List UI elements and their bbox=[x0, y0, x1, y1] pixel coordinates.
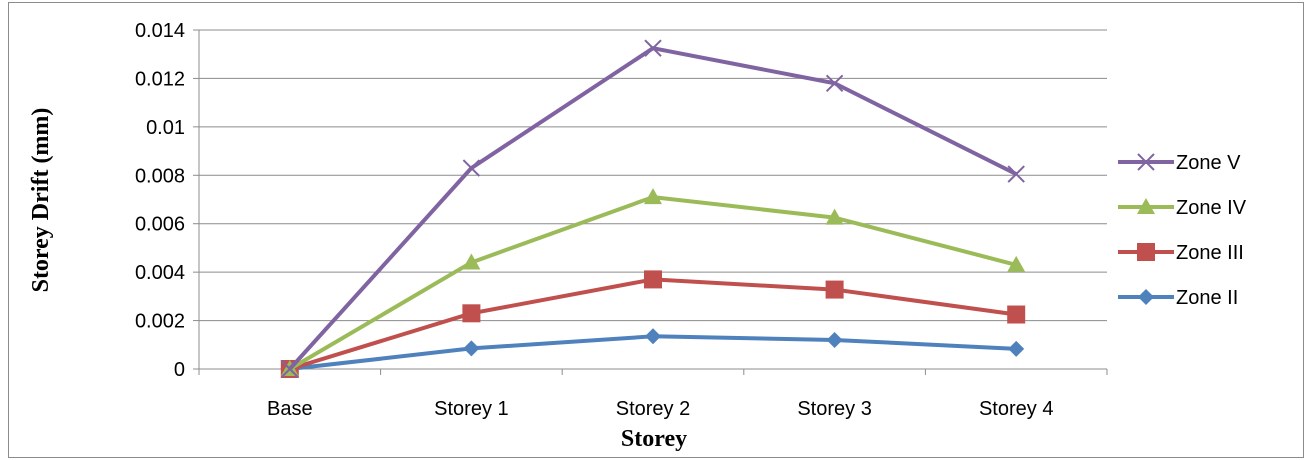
legend-item-zone-v: Zone V bbox=[1118, 152, 1241, 174]
legend-label: Zone V bbox=[1176, 152, 1241, 174]
marker-shape bbox=[1137, 243, 1155, 261]
marker-stroke bbox=[462, 159, 481, 177]
data-point-zone-iii bbox=[825, 280, 844, 299]
data-point-zone-iv bbox=[825, 208, 844, 225]
series-group bbox=[280, 39, 1026, 378]
data-point-zone-ii bbox=[826, 331, 843, 348]
x-tick-label: Storey 2 bbox=[616, 398, 690, 420]
y-tick-label: 0.01 bbox=[146, 117, 185, 139]
legend-label: Zone IV bbox=[1176, 197, 1247, 219]
y-tick-label: 0.014 bbox=[135, 20, 185, 42]
marker-shape bbox=[825, 208, 844, 225]
legend-marker bbox=[1137, 153, 1155, 171]
marker-stroke bbox=[644, 39, 662, 57]
marker-shape bbox=[644, 270, 662, 289]
data-point-zone-ii bbox=[645, 328, 661, 345]
legend-item-zone-ii: Zone II bbox=[1118, 287, 1238, 309]
data-point-zone-iii bbox=[1007, 305, 1026, 324]
marker-stroke bbox=[1137, 153, 1155, 171]
data-point-zone-iii bbox=[462, 304, 481, 323]
data-point-zone-iv bbox=[644, 188, 662, 205]
y-tick-labels: 0 0.002 0.004 0.006 0.008 0.01 0.012 0.014 bbox=[135, 20, 185, 381]
x-tick-labels: Base Storey 1 Storey 2 Storey 3 Storey 4 bbox=[267, 398, 1053, 420]
data-point-zone-v bbox=[825, 74, 844, 92]
legend: Zone V Zone IV Zone III Zone II bbox=[1118, 152, 1247, 309]
gridlines bbox=[199, 29, 1107, 322]
y-tick-label: 0.012 bbox=[135, 68, 185, 90]
y-tick-label: 0.002 bbox=[135, 311, 185, 333]
data-point-zone-v bbox=[1007, 165, 1025, 183]
legend-item-zone-iv: Zone IV bbox=[1118, 197, 1247, 219]
marker-shape bbox=[644, 188, 662, 205]
y-axis-title: Storey Drift (mm) bbox=[28, 108, 54, 293]
x-tick-label: Storey 3 bbox=[797, 398, 871, 420]
marker-shape bbox=[645, 328, 661, 345]
series-zone-v bbox=[281, 39, 1025, 378]
x-tick-label: Storey 1 bbox=[434, 398, 508, 420]
marker-shape bbox=[1008, 340, 1025, 357]
legend-label: Zone II bbox=[1176, 287, 1238, 309]
legend-label: Zone III bbox=[1176, 242, 1244, 264]
marker-stroke bbox=[281, 360, 299, 378]
marker-shape bbox=[1007, 305, 1026, 324]
y-tick-label: 0.004 bbox=[135, 262, 185, 284]
marker-stroke bbox=[1007, 165, 1025, 183]
x-tick-label: Storey 4 bbox=[979, 398, 1053, 420]
axes bbox=[193, 29, 1108, 375]
marker-shape bbox=[462, 304, 481, 323]
data-point-zone-iv bbox=[1007, 255, 1026, 272]
data-point-zone-iv bbox=[462, 253, 481, 270]
marker-shape bbox=[826, 331, 843, 348]
y-tick-label: 0.008 bbox=[135, 165, 185, 187]
series-zone-iii bbox=[280, 270, 1026, 378]
marker-shape bbox=[1137, 198, 1155, 214]
data-point-zone-v bbox=[462, 159, 481, 177]
legend-marker bbox=[1138, 289, 1154, 305]
marker-shape bbox=[1007, 255, 1026, 272]
marker-shape bbox=[1138, 289, 1154, 305]
marker-shape bbox=[462, 253, 481, 270]
series-zone-iv bbox=[280, 188, 1026, 376]
marker-stroke bbox=[825, 74, 844, 92]
marker-shape bbox=[825, 280, 844, 299]
marker-shape bbox=[463, 340, 480, 357]
data-point-zone-iii bbox=[644, 270, 662, 289]
y-tick-label: 0.006 bbox=[135, 214, 185, 236]
data-point-zone-ii bbox=[1008, 340, 1025, 357]
x-axis-title: Storey bbox=[621, 426, 687, 452]
legend-marker bbox=[1137, 198, 1155, 214]
legend-marker bbox=[1137, 243, 1155, 261]
data-point-zone-v bbox=[644, 39, 662, 57]
x-tick-label: Base bbox=[267, 398, 313, 420]
y-tick-label: 0 bbox=[174, 359, 185, 381]
data-point-zone-v bbox=[281, 360, 299, 378]
data-point-zone-ii bbox=[463, 340, 480, 357]
legend-item-zone-iii: Zone III bbox=[1118, 242, 1244, 264]
